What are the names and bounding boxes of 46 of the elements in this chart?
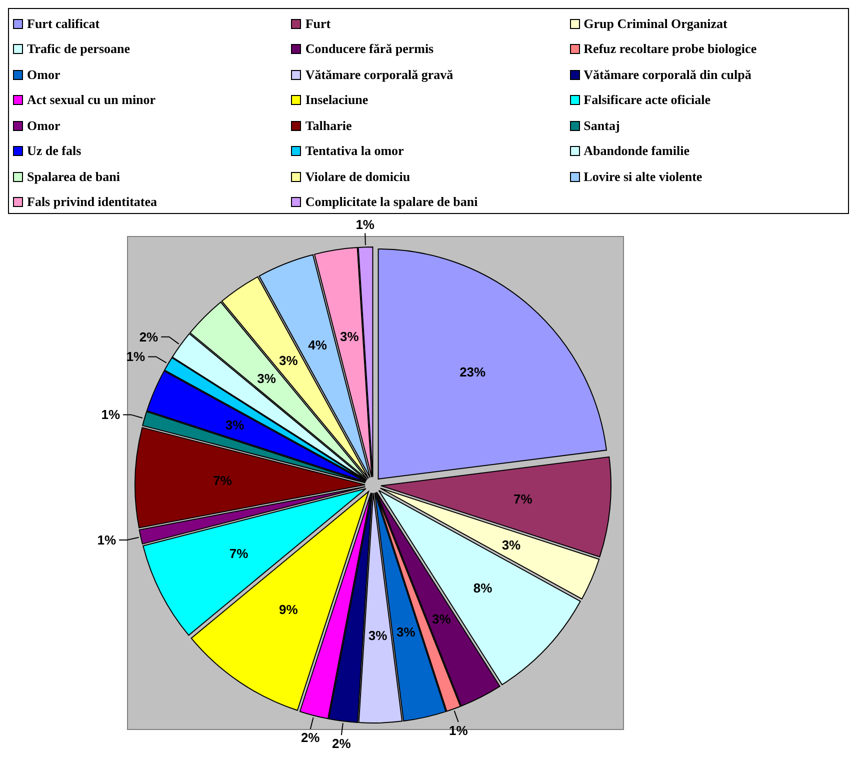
legend-label: Talharie xyxy=(305,118,352,134)
data-label: 9% xyxy=(278,602,298,618)
data-label: 3% xyxy=(225,418,245,433)
data-label: 3% xyxy=(432,612,452,627)
legend-label: Omor xyxy=(27,118,60,134)
legend-label: Santaj xyxy=(584,118,620,134)
data-label: 1% xyxy=(356,217,375,232)
data-label: 1% xyxy=(97,532,116,548)
legend-label: Grup Criminal Organizat xyxy=(584,16,728,32)
data-label: 4% xyxy=(308,337,328,352)
data-label: 2% xyxy=(332,736,352,752)
data-label: 1% xyxy=(101,407,120,422)
legend-label: Act sexual cu un minor xyxy=(27,92,156,108)
data-label: 7% xyxy=(514,492,533,507)
data-label: 3% xyxy=(368,628,388,644)
data-label: 3% xyxy=(396,624,416,640)
data-label: 23% xyxy=(460,364,486,380)
legend-label: Refuz recoltare probe biologice xyxy=(584,41,757,58)
legend-label: Complicitate la spalare de bani xyxy=(305,194,478,210)
legend-label: Uz de fals xyxy=(27,143,82,160)
data-label: 7% xyxy=(229,546,249,561)
data-label: 2% xyxy=(300,730,320,746)
data-label: 1% xyxy=(448,723,468,738)
legend-label: Trafic de persoane xyxy=(27,41,130,58)
legend-label: Vătămare corporală din culpă xyxy=(584,66,752,83)
data-label: 3% xyxy=(502,537,522,552)
data-label: 7% xyxy=(213,472,232,488)
legend-label: Violare de domiciu xyxy=(305,168,410,185)
legend-label: Omor xyxy=(27,66,60,83)
data-label: 3% xyxy=(340,328,360,344)
legend-label: Furt calificat xyxy=(27,16,100,32)
legend-label: Falsificare acte oficiale xyxy=(584,92,710,108)
legend-label: Lovire si alte violente xyxy=(584,168,702,185)
legend-label: Furt xyxy=(305,16,331,32)
data-label: 2% xyxy=(139,329,159,344)
legend-label: Vătămare corporală gravă xyxy=(305,66,454,83)
legend-label: Abandonde familie xyxy=(584,143,690,160)
legend-label: Conducere fără permis xyxy=(305,41,434,58)
legend-label: Inselaciune xyxy=(305,92,368,108)
data-label: 1% xyxy=(126,349,146,364)
legend-label: Tentativa la omor xyxy=(305,143,404,160)
legend-label: Spalarea de bani xyxy=(27,168,120,185)
data-label: 3% xyxy=(278,352,298,368)
data-label: 8% xyxy=(473,580,493,596)
data-label: 3% xyxy=(257,371,276,386)
legend-label: Fals privind identitatea xyxy=(27,194,158,210)
